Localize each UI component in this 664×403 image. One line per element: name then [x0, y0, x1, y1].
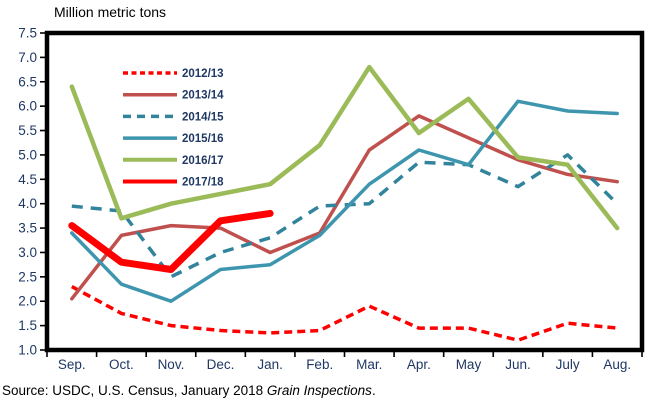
y-axis-label: 2.5 — [18, 269, 37, 284]
legend-label: 2013/14 — [182, 90, 224, 102]
legend-label: 2014/15 — [182, 111, 224, 123]
y-axis-label: 1.5 — [18, 318, 37, 333]
series-line-2014-15 — [71, 153, 619, 279]
y-axis-label: 6.0 — [18, 99, 37, 114]
y-axis-label: 4.0 — [18, 196, 37, 211]
series-line-2015-16 — [70, 99, 619, 303]
series-line-2012-13 — [70, 285, 618, 342]
chart-title: Million metric tons — [54, 4, 167, 20]
y-axis-label: 3.5 — [18, 221, 37, 236]
plot-frame — [44, 30, 645, 353]
x-axis-label: Nov. — [158, 357, 185, 372]
source-caption: Source: USDC, U.S. Census, January 2018 … — [2, 383, 376, 398]
y-axis-label: 5.5 — [18, 123, 37, 138]
x-axis-label: Dec. — [207, 357, 235, 372]
y-axis-label: 1.0 — [18, 343, 37, 358]
x-axis-label: Oct. — [109, 357, 134, 372]
source-period: . — [371, 383, 376, 398]
x-axis-label: Jan. — [257, 357, 283, 372]
x-axis-label: Aug. — [603, 357, 631, 372]
y-axis-label: 7.5 — [18, 26, 37, 41]
legend-label: 2012/13 — [182, 68, 224, 80]
series-line-2016-17 — [69, 64, 620, 231]
source-italic-text: Grain Inspections — [266, 383, 372, 398]
x-axis-label: Apr. — [407, 357, 431, 372]
x-axis-label: May — [456, 357, 482, 372]
legend-label: 2017/18 — [182, 177, 224, 189]
y-axis-label: 7.0 — [18, 50, 37, 65]
y-axis-label: 3.0 — [18, 245, 37, 260]
y-axis-label: 4.5 — [18, 172, 37, 187]
x-axis-label: Jun. — [505, 357, 531, 372]
y-axis-label: 2.0 — [18, 294, 37, 309]
x-axis-label: Sep. — [58, 357, 86, 372]
x-axis-label: July — [556, 357, 580, 372]
series-line-2017-18 — [68, 209, 274, 273]
y-axis-label: 5.0 — [18, 147, 37, 162]
y-axis-label: 6.5 — [18, 74, 37, 89]
x-axis-label: Mar. — [356, 357, 382, 372]
legend-label: 2016/17 — [182, 155, 224, 167]
legend-label: 2015/16 — [182, 133, 224, 145]
source-text: Source: USDC, U.S. Census, January 2018 — [2, 383, 267, 398]
x-axis-label: Feb. — [306, 357, 333, 372]
series-line-2013-14 — [70, 114, 619, 301]
